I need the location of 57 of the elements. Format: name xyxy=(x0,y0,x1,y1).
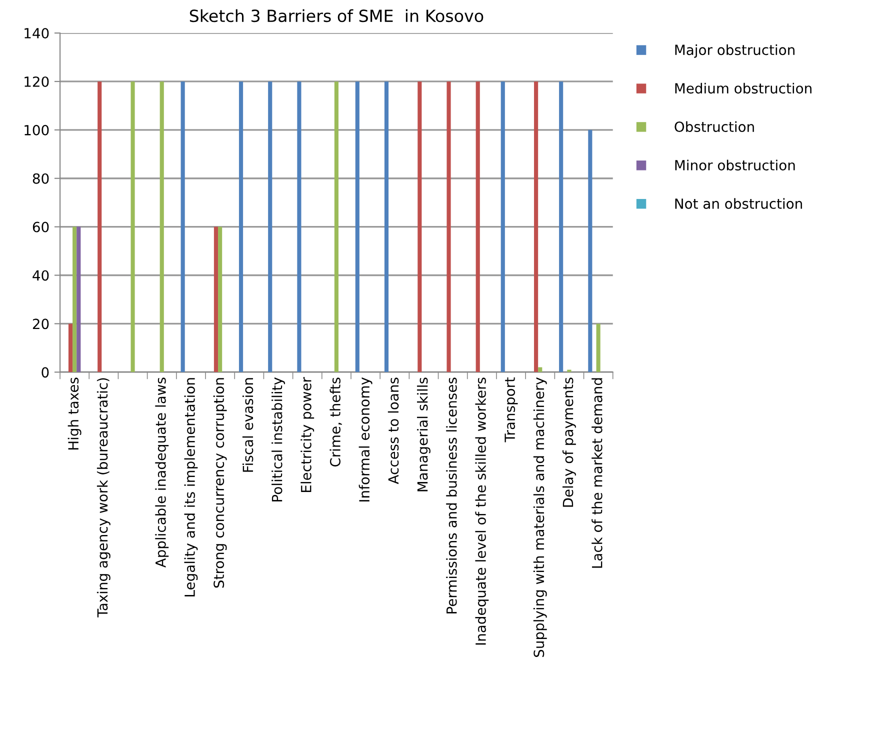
y-tick-label: 120 xyxy=(24,76,49,87)
bar xyxy=(384,81,389,372)
bar xyxy=(130,81,135,372)
bar xyxy=(559,81,564,372)
x-tick-label: High taxes xyxy=(68,378,82,450)
x-tick-label: Fiscal evasion xyxy=(242,378,254,472)
x-tick-label: Strong concurrency corruption xyxy=(213,378,227,588)
x-tick-label: Permissions and business licenses xyxy=(446,378,457,614)
y-tick-label: 80 xyxy=(32,173,49,184)
bar xyxy=(180,81,185,372)
bar xyxy=(297,81,302,372)
legend-label: Medium obstruction xyxy=(675,82,812,94)
x-tick-label: Delay of payments xyxy=(562,378,576,507)
x-tick-label: Applicable inadequate laws xyxy=(155,378,169,568)
x-tick-label: Lack of the market demand xyxy=(592,378,602,568)
bar xyxy=(355,81,360,372)
bar xyxy=(98,81,102,372)
bar xyxy=(476,81,480,372)
legend-label: Not an obstruction xyxy=(675,198,802,209)
legend-label: Minor obstruction xyxy=(675,160,795,170)
x-tick-label: Taxing agency work (bureaucratic) xyxy=(96,378,110,618)
bar xyxy=(72,226,77,372)
bar xyxy=(567,370,572,372)
bar xyxy=(446,81,451,372)
x-tick-label: Supplying with materials and machinery xyxy=(533,377,547,657)
bar xyxy=(218,226,222,372)
y-tick-label: 40 xyxy=(32,270,49,281)
bar xyxy=(588,130,592,372)
legend-label: Major obstruction xyxy=(675,44,794,58)
y-tick-label: 0 xyxy=(42,367,49,378)
bar xyxy=(534,81,538,372)
x-tick-label: Legality and its implementation xyxy=(184,378,198,596)
x-tick-label: Political instability xyxy=(272,377,285,502)
y-tick-label: 60 xyxy=(32,222,49,232)
x-tick-label: Informal economy xyxy=(358,377,372,502)
x-tick-label: Crime, thefts xyxy=(330,378,342,467)
y-tick-label: 20 xyxy=(32,318,49,330)
bar xyxy=(214,226,218,372)
legend-label: Obstruction xyxy=(674,121,754,132)
x-tick-label: Managerial skills xyxy=(417,378,430,492)
bar xyxy=(76,226,81,372)
y-tick-label: 140 xyxy=(24,28,49,39)
x-tick-label: Electricity power xyxy=(300,377,314,492)
bar xyxy=(334,81,338,372)
x-tick-label: Inadequate level of the skilled workers xyxy=(475,378,489,645)
bar xyxy=(160,81,164,372)
bar xyxy=(68,324,73,372)
y-tick-label: 100 xyxy=(24,124,49,136)
bar xyxy=(596,324,600,372)
bar xyxy=(538,367,542,372)
bar xyxy=(500,81,505,372)
bar xyxy=(238,81,244,372)
x-tick-label: Transport xyxy=(504,377,518,442)
chart-title: Sketch 3 Barriers of SME in Kosovo xyxy=(190,9,484,22)
bar xyxy=(268,81,272,372)
bar xyxy=(418,81,422,372)
x-tick-label: Access to loans xyxy=(388,378,399,484)
